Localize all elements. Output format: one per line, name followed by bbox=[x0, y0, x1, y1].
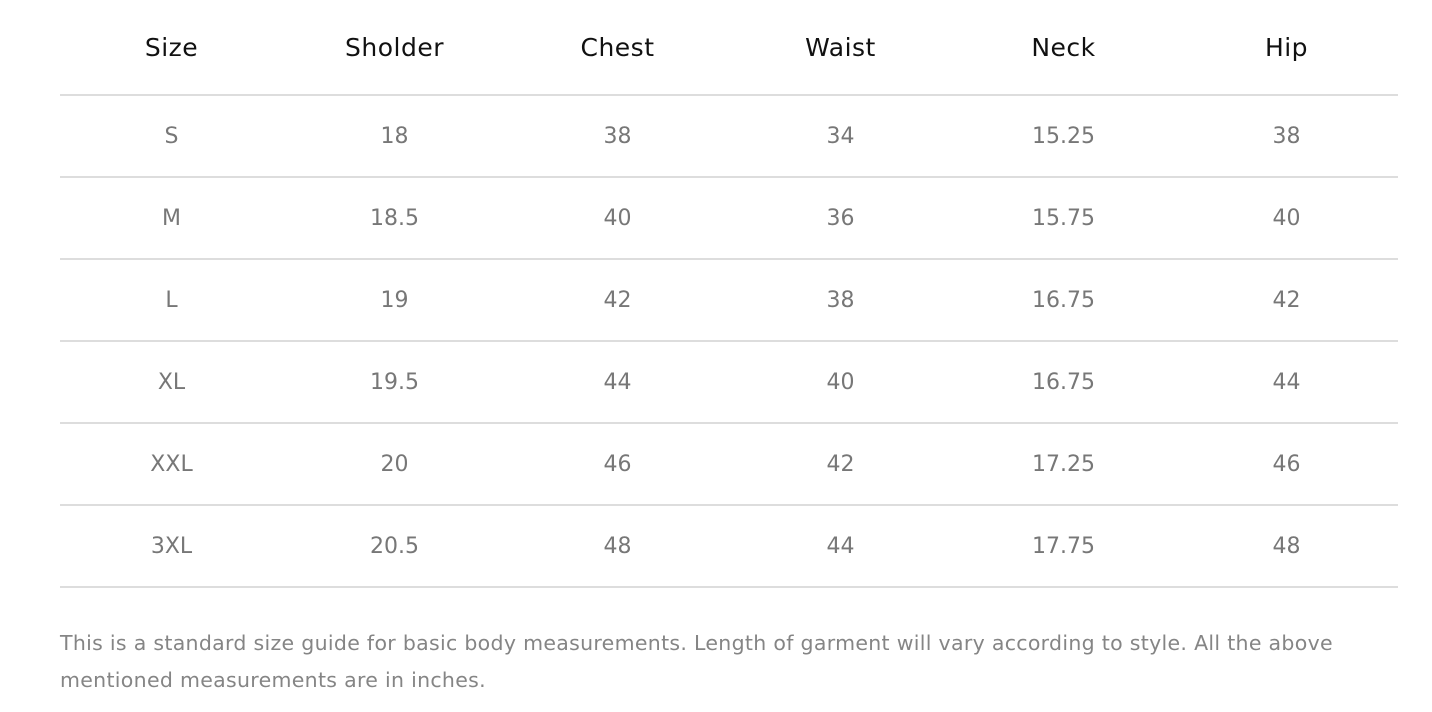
cell-waist: 42 bbox=[729, 423, 952, 506]
cell-hip: 40 bbox=[1175, 177, 1398, 260]
cell-chest: 38 bbox=[506, 95, 729, 178]
cell-hip: 44 bbox=[1175, 341, 1398, 424]
cell-shoulder: 19.5 bbox=[283, 341, 506, 424]
header-row: Size Sholder Chest Waist Neck Hip bbox=[60, 0, 1398, 96]
table-row: M 18.5 40 36 15.75 40 bbox=[60, 177, 1398, 260]
cell-size: S bbox=[60, 95, 283, 178]
cell-shoulder: 19 bbox=[283, 259, 506, 342]
cell-waist: 40 bbox=[729, 341, 952, 424]
table-row: XL 19.5 44 40 16.75 44 bbox=[60, 341, 1398, 424]
cell-neck: 17.25 bbox=[952, 423, 1175, 506]
cell-chest: 44 bbox=[506, 341, 729, 424]
cell-size: XXL bbox=[60, 423, 283, 506]
cell-waist: 44 bbox=[729, 505, 952, 588]
cell-neck: 15.25 bbox=[952, 95, 1175, 178]
header-hip: Hip bbox=[1175, 0, 1398, 96]
cell-hip: 38 bbox=[1175, 95, 1398, 178]
cell-neck: 16.75 bbox=[952, 341, 1175, 424]
header-waist: Waist bbox=[729, 0, 952, 96]
cell-neck: 15.75 bbox=[952, 177, 1175, 260]
cell-chest: 46 bbox=[506, 423, 729, 506]
table-row: 3XL 20.5 48 44 17.75 48 bbox=[60, 505, 1398, 588]
cell-neck: 16.75 bbox=[952, 259, 1175, 342]
cell-shoulder: 18 bbox=[283, 95, 506, 178]
cell-shoulder: 20 bbox=[283, 423, 506, 506]
cell-chest: 40 bbox=[506, 177, 729, 260]
table-row: S 18 38 34 15.25 38 bbox=[60, 95, 1398, 178]
header-neck: Neck bbox=[952, 0, 1175, 96]
cell-size: L bbox=[60, 259, 283, 342]
cell-shoulder: 18.5 bbox=[283, 177, 506, 260]
table-row: XXL 20 46 42 17.25 46 bbox=[60, 423, 1398, 506]
cell-neck: 17.75 bbox=[952, 505, 1175, 588]
cell-shoulder: 20.5 bbox=[283, 505, 506, 588]
cell-chest: 42 bbox=[506, 259, 729, 342]
cell-size: XL bbox=[60, 341, 283, 424]
cell-size: M bbox=[60, 177, 283, 260]
header-chest: Chest bbox=[506, 0, 729, 96]
header-size: Size bbox=[60, 0, 283, 96]
cell-waist: 34 bbox=[729, 95, 952, 178]
size-chart-table: Size Sholder Chest Waist Neck Hip S 18 38 3… bbox=[60, 0, 1398, 588]
cell-hip: 48 bbox=[1175, 505, 1398, 588]
cell-chest: 48 bbox=[506, 505, 729, 588]
cell-waist: 36 bbox=[729, 177, 952, 260]
table-row: L 19 42 38 16.75 42 bbox=[60, 259, 1398, 342]
cell-waist: 38 bbox=[729, 259, 952, 342]
cell-hip: 42 bbox=[1175, 259, 1398, 342]
cell-size: 3XL bbox=[60, 505, 283, 588]
header-shoulder: Sholder bbox=[283, 0, 506, 96]
size-guide-note: This is a standard size guide for basic … bbox=[60, 631, 1333, 692]
cell-hip: 46 bbox=[1175, 423, 1398, 506]
